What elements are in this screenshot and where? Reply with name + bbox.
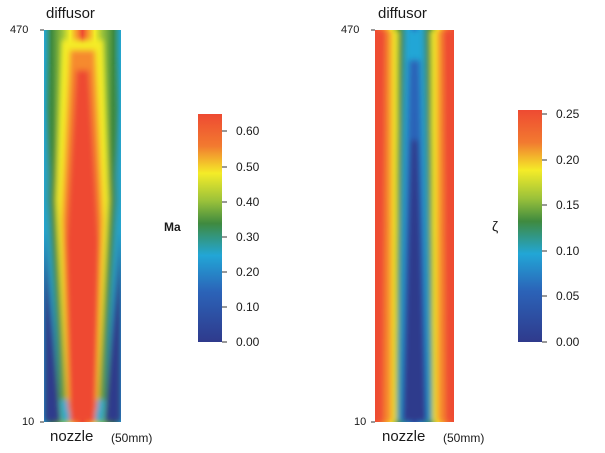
left-bottom-label: nozzle — [50, 428, 94, 445]
mach-cbar-tick-2: 0.40 — [236, 195, 260, 209]
zeta-cbar-tick-2: 0.15 — [556, 198, 580, 212]
zeta-variable-label: ζ — [492, 218, 499, 234]
left-top-label: diffusor — [46, 5, 95, 22]
right-axis — [371, 29, 375, 423]
right-y-top-tick: 470 — [341, 24, 360, 36]
mach-cbar-tick-1: 0.50 — [236, 160, 260, 174]
right-y-bottom-tick: 10 — [354, 416, 367, 428]
right-bottom-unit: (50mm) — [443, 431, 485, 445]
zeta-field — [375, 30, 454, 422]
right-bottom-label: nozzle — [382, 428, 426, 445]
mach-field — [44, 30, 121, 422]
zeta-cbar-tick-3: 0.10 — [556, 244, 580, 258]
mach-cbar-tick-4: 0.20 — [236, 265, 260, 279]
zeta-colorbar — [518, 110, 542, 342]
zeta-cbar-tick-5: 0.00 — [556, 335, 580, 349]
zeta-cbar-tick-0: 0.25 — [556, 107, 580, 121]
left-y-top-tick: 470 — [10, 24, 29, 36]
zeta-cbar-tick-1: 0.20 — [556, 153, 580, 167]
mach-cbar-tick-0: 0.60 — [236, 124, 260, 138]
left-bottom-unit: (50mm) — [111, 431, 153, 445]
mach-cbar-tick-3: 0.30 — [236, 230, 260, 244]
left-axis — [40, 29, 44, 423]
right-top-label: diffusor — [378, 5, 427, 22]
zeta-cbar-tick-4: 0.05 — [556, 289, 580, 303]
mach-colorbar — [198, 114, 222, 342]
left-y-bottom-tick: 10 — [22, 416, 35, 428]
mach-variable-label: Ma — [164, 220, 181, 234]
zeta-colorbar-ticks — [542, 113, 547, 343]
mach-colorbar-ticks — [222, 130, 227, 343]
mach-cbar-tick-6: 0.00 — [236, 335, 260, 349]
mach-cbar-tick-5: 0.10 — [236, 300, 260, 314]
